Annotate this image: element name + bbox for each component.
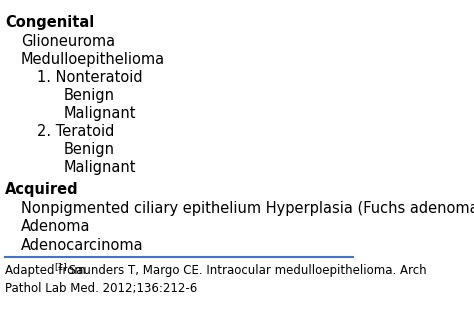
Text: [1]: [1] xyxy=(54,262,67,271)
Text: Pathol Lab Med. 2012;136:212-6: Pathol Lab Med. 2012;136:212-6 xyxy=(5,282,197,295)
Text: Adenocarcinoma: Adenocarcinoma xyxy=(21,238,144,253)
Text: Congenital: Congenital xyxy=(5,15,94,30)
Text: Saunders T, Margo CE. Intraocular medulloepithelioma. Arch: Saunders T, Margo CE. Intraocular medull… xyxy=(64,264,426,277)
Text: 2. Teratoid: 2. Teratoid xyxy=(37,124,114,139)
Text: Glioneuroma: Glioneuroma xyxy=(21,34,115,49)
Text: Malignant: Malignant xyxy=(64,106,136,121)
Text: Adapted from: Adapted from xyxy=(5,264,86,277)
Text: 1. Nonteratoid: 1. Nonteratoid xyxy=(37,70,143,85)
Text: Adenoma: Adenoma xyxy=(21,219,91,234)
Text: Nonpigmented ciliary epithelium Hyperplasia (Fuchs adenoma): Nonpigmented ciliary epithelium Hyperpla… xyxy=(21,201,474,216)
Text: Medulloepithelioma: Medulloepithelioma xyxy=(21,52,165,67)
Text: Malignant: Malignant xyxy=(64,160,136,175)
Text: Benign: Benign xyxy=(64,142,115,157)
Text: Benign: Benign xyxy=(64,88,115,103)
Text: Acquired: Acquired xyxy=(5,182,79,197)
